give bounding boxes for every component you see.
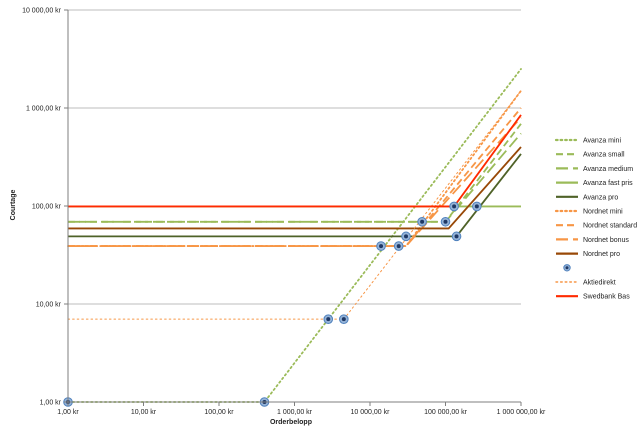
legend-label: Nordnet mini [583,209,623,216]
series-line [68,107,522,247]
x-tick-label: 10,00 kr [131,409,157,416]
legend-label: Swedbank Bas [583,294,630,301]
break-even-marker [376,241,386,251]
legend-label: Avanza pro [583,194,618,201]
legend-label: Avanza mini [583,138,621,145]
axes [64,9,522,406]
x-tick-label: 1 000,00 kr [277,409,313,416]
y-tick-label: 100,00 kr [32,204,62,211]
legend-label: Avanza small [583,152,625,159]
legend-entry: Avanza mini [554,138,621,145]
break-even-marker [472,201,482,212]
break-even-marker [417,216,427,227]
x-tick-label: 1 000 000,00 kr [497,409,546,416]
legend-entry: Avanza fast pris [556,180,633,187]
y-tick-label: 10,00 kr [36,302,62,309]
break-even-marker [449,201,459,212]
break-even-marker [393,241,404,251]
break-even-marker [451,231,462,242]
legend-entry: Swedbank Bas [556,294,630,301]
legend-entry: Avanza pro [556,194,618,201]
y-tick-labels: 1,00 kr 10,00 kr 100,00 kr 1 000,00 kr 10 00… [22,8,62,407]
break-even-marker [401,231,411,242]
legend-entry: Nordnet pro [556,251,620,258]
legend-label: Avanza fast pris [583,180,633,187]
legend-label: Aktiedirekt [583,280,616,287]
legend-entry [563,264,571,272]
break-even-marker [440,216,451,227]
x-tick-label: 100,00 kr [204,409,234,416]
break-even-marker [323,314,334,324]
x-tick-label: 1,00 kr [57,409,79,416]
legend-entry: Nordnet standard [556,223,637,230]
legend-entry: Nordnet mini [554,209,623,216]
x-tick-label: 100 000,00 kr [424,409,467,416]
legend-entry: Avanza medium [556,166,633,173]
series-line [68,116,522,247]
legend-label: Avanza medium [583,166,633,173]
legend: Avanza mini Avanza small Avanza medium Avan… [554,138,637,301]
break-even-marker [339,314,349,324]
y-tick-label: 1,00 kr [40,400,62,407]
legend-label: Nordnet pro [583,251,620,258]
legend-label: Nordnet standard [583,223,637,230]
y-tick-label: 10 000,00 kr [22,8,62,15]
legend-entry: Nordnet bonus [556,237,629,244]
series-line [68,146,522,230]
x-axis-title: Orderbelopp [270,419,312,426]
legend-entry: Aktiedirekt [555,280,616,287]
y-tick-label: 1 000,00 kr [26,106,62,113]
legend-label: Nordnet bonus [583,237,629,244]
x-tick-labels: 1,00 kr 10,00 kr 100,00 kr 1 000,00 kr 10 00… [57,409,546,416]
legend-entry: Avanza small [556,152,625,159]
y-axis-title: Courtage [10,190,17,221]
x-tick-label: 10 000,00 kr [351,409,391,416]
